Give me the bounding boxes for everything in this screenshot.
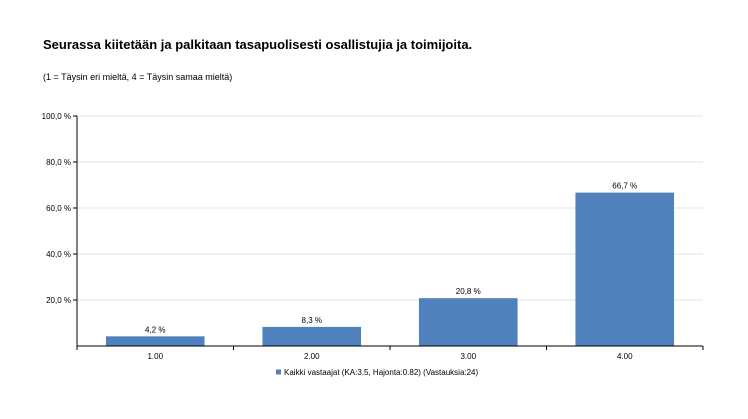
chart-title: Seurassa kiitetään ja palkitaan tasapuol… (43, 37, 473, 52)
x-tick-label: 3.00 (460, 352, 476, 361)
axes (73, 115, 704, 350)
y-tick-label: 60,0 % (46, 204, 71, 213)
bar (105, 336, 205, 346)
y-tick-label: 100,0 % (42, 112, 71, 121)
y-tick-label: 20,0 % (46, 296, 71, 305)
bar (575, 192, 675, 346)
legend: Kaikki vastaajat (KA:3.5, Hajonta:0.82) … (276, 368, 479, 377)
labels: 20,0 % 40,0 % 60,0 % 80,0 % 100,0 % 4,2 % 1.00… (42, 112, 638, 361)
x-tick-label: 1.00 (147, 352, 163, 361)
bar (262, 326, 362, 346)
data-label: 8,3 % (302, 316, 322, 325)
data-label: 66,7 % (612, 182, 637, 191)
x-tick-label: 2.00 (304, 352, 320, 361)
y-tick-label: 80,0 % (46, 158, 71, 167)
data-label: 20,8 % (456, 287, 481, 296)
legend-swatch (276, 369, 281, 375)
gridlines (77, 115, 703, 301)
bar (418, 298, 518, 346)
x-tick-label: 4.00 (617, 352, 633, 361)
chart-subtitle: (1 = Täysin eri mieltä, 4 = Täysin samaa… (43, 72, 233, 82)
legend-label: Kaikki vastaajat (KA:3.5, Hajonta:0.82) … (284, 368, 479, 377)
y-tick-label: 40,0 % (46, 250, 71, 259)
bars (105, 192, 675, 346)
data-label: 4,2 % (145, 325, 165, 334)
